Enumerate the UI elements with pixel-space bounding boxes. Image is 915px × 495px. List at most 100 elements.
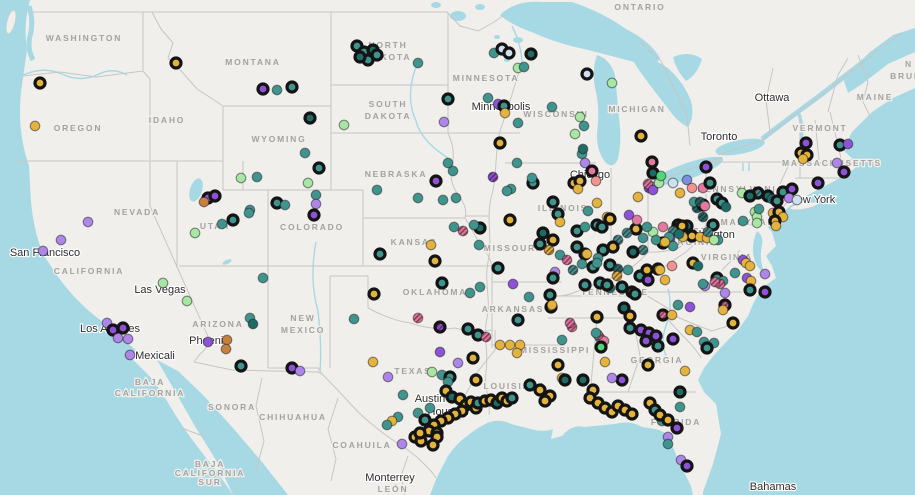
map-marker-teal[interactable] <box>582 205 594 217</box>
map-marker-lgreen[interactable] <box>157 277 169 289</box>
map-marker-pink-hatched[interactable] <box>709 276 721 288</box>
map-marker-pink[interactable] <box>645 155 659 169</box>
map-marker-teal[interactable] <box>590 327 602 339</box>
map-marker-lgreen[interactable] <box>708 234 720 246</box>
map-marker-lpurple[interactable] <box>124 349 136 361</box>
map-marker-gold[interactable] <box>674 187 686 199</box>
map-marker-gold[interactable] <box>425 239 437 251</box>
map-marker-teal[interactable] <box>474 281 486 293</box>
map-marker-teal[interactable] <box>737 215 749 227</box>
map-marker-orange[interactable] <box>198 196 210 208</box>
map-marker-gold[interactable] <box>469 373 483 387</box>
map-marker-dteal-hatched[interactable] <box>697 211 709 223</box>
map-marker-purple[interactable] <box>507 278 519 290</box>
map-marker-lgreen[interactable] <box>338 119 350 131</box>
map-marker-lgreen[interactable] <box>606 77 618 89</box>
map-marker-teal[interactable] <box>600 278 614 292</box>
map-marker-lblue[interactable] <box>791 194 803 206</box>
map-marker-gold[interactable] <box>551 358 565 372</box>
map-marker-teal[interactable] <box>543 288 557 302</box>
map-marker-teal[interactable] <box>511 157 523 169</box>
map-marker-teal[interactable] <box>596 243 610 257</box>
map-marker-gold[interactable] <box>494 339 506 351</box>
map-marker-teal[interactable] <box>373 247 387 261</box>
map-marker-dteal[interactable] <box>536 226 550 240</box>
map-marker-pink-hatched[interactable] <box>480 331 492 343</box>
map-marker-purple[interactable] <box>647 184 659 196</box>
map-marker-teal[interactable] <box>637 232 649 244</box>
map-marker-teal[interactable] <box>424 402 436 414</box>
map-marker-lpurple[interactable] <box>55 234 67 246</box>
map-marker-lpurple[interactable] <box>719 287 731 299</box>
map-marker-teal[interactable] <box>703 176 717 190</box>
map-marker-lpurple[interactable] <box>831 157 843 169</box>
map-marker-gold[interactable] <box>413 426 427 440</box>
map-marker-teal[interactable] <box>491 261 505 275</box>
map-marker-gold[interactable] <box>367 356 379 368</box>
map-marker-dteal[interactable] <box>247 318 259 330</box>
map-marker-gold[interactable] <box>623 309 637 323</box>
map-marker-teal[interactable] <box>753 203 765 215</box>
map-marker-teal[interactable] <box>371 184 383 196</box>
map-marker-gold[interactable] <box>426 438 440 452</box>
map-marker-gold[interactable] <box>661 413 675 427</box>
map-marker-gold[interactable] <box>634 129 648 143</box>
map-marker-lgreen[interactable] <box>181 295 193 307</box>
map-marker-gold[interactable] <box>659 236 671 248</box>
map-marker-gold[interactable] <box>797 153 809 165</box>
map-marker-gold[interactable] <box>538 394 552 408</box>
map-marker-pink-hatched[interactable] <box>564 317 576 329</box>
map-marker-teal[interactable] <box>523 291 535 303</box>
map-marker-lpurple[interactable] <box>82 216 94 228</box>
map-marker-purple[interactable] <box>842 138 854 150</box>
map-marker-green[interactable] <box>594 340 608 354</box>
map-marker-teal[interactable] <box>570 240 584 254</box>
map-marker-lpurple[interactable] <box>579 157 591 169</box>
map-marker-teal[interactable] <box>251 171 263 183</box>
map-marker-lpurple[interactable] <box>310 198 322 210</box>
map-marker-teal[interactable] <box>310 189 322 201</box>
map-marker-lgreen[interactable] <box>569 128 581 140</box>
map-marker-teal-hatched[interactable] <box>621 227 633 239</box>
map-marker-dteal[interactable] <box>558 373 572 387</box>
map-marker-teal[interactable] <box>523 378 537 392</box>
map-marker-teal[interactable] <box>700 341 714 355</box>
map-marker-teal[interactable] <box>216 218 228 230</box>
map-marker-teal[interactable] <box>578 278 592 292</box>
map-marker-teal[interactable] <box>441 92 455 106</box>
map-marker-gold[interactable] <box>654 264 666 276</box>
map-marker-teal[interactable] <box>546 271 560 285</box>
map-marker-lgreen[interactable] <box>302 177 314 189</box>
map-marker-teal[interactable] <box>464 287 476 299</box>
map-marker-teal[interactable] <box>518 61 530 73</box>
map-marker-teal[interactable] <box>546 101 558 113</box>
map-marker-lpurple[interactable] <box>122 333 134 345</box>
map-marker-green[interactable] <box>655 170 667 182</box>
map-marker-purple[interactable] <box>785 182 799 196</box>
map-marker-teal[interactable] <box>511 313 525 327</box>
map-marker-lgreen[interactable] <box>574 111 586 123</box>
map-marker-gold[interactable] <box>169 56 183 70</box>
map-marker-teal[interactable] <box>526 172 538 184</box>
map-marker-teal[interactable] <box>546 195 560 209</box>
map-marker-gold[interactable] <box>625 407 639 421</box>
map-marker-purple[interactable] <box>208 189 222 203</box>
map-marker-teal[interactable] <box>473 239 485 251</box>
map-marker-teal[interactable] <box>576 258 588 270</box>
map-marker-orange[interactable] <box>220 343 232 355</box>
map-marker-dteal[interactable] <box>743 189 757 203</box>
map-marker-purple[interactable] <box>799 136 813 150</box>
map-marker-teal[interactable] <box>285 80 299 94</box>
map-marker-teal[interactable] <box>461 322 475 336</box>
map-marker-teal[interactable] <box>662 438 674 450</box>
map-marker-dteal[interactable] <box>626 245 640 259</box>
map-marker-teal[interactable] <box>743 283 757 297</box>
map-marker-gold[interactable] <box>533 383 547 397</box>
map-marker-pink-hatched[interactable] <box>561 254 573 266</box>
map-marker-purple[interactable] <box>429 174 443 188</box>
map-marker-purple[interactable] <box>684 301 696 313</box>
map-marker-lpurple[interactable] <box>452 357 464 369</box>
map-marker-teal[interactable] <box>312 161 326 175</box>
map-marker-dteal[interactable] <box>303 111 317 125</box>
map-marker-blue[interactable] <box>681 174 693 186</box>
